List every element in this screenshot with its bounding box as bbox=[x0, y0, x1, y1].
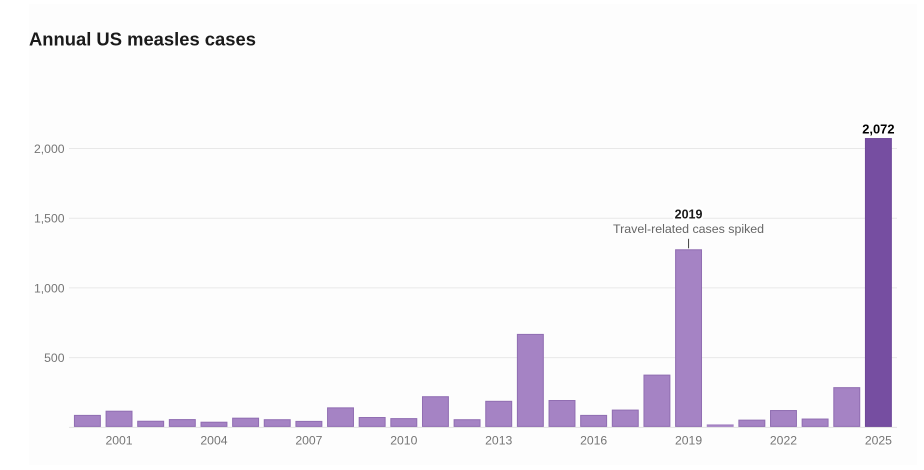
svg-text:2,000: 2,000 bbox=[34, 142, 65, 156]
svg-text:1,000: 1,000 bbox=[34, 281, 65, 295]
svg-text:2004: 2004 bbox=[200, 434, 227, 448]
svg-text:2,072: 2,072 bbox=[862, 121, 894, 136]
svg-text:2013: 2013 bbox=[485, 434, 512, 448]
svg-text:2007: 2007 bbox=[295, 434, 322, 448]
svg-text:2001: 2001 bbox=[105, 434, 132, 448]
svg-text:2025: 2025 bbox=[865, 434, 892, 448]
svg-text:1,500: 1,500 bbox=[34, 212, 65, 226]
svg-text:500: 500 bbox=[44, 351, 65, 365]
svg-text:2016: 2016 bbox=[580, 434, 607, 448]
svg-text:Annual US measles cases: Annual US measles cases bbox=[29, 28, 256, 49]
svg-text:Travel-related cases spiked: Travel-related cases spiked bbox=[613, 222, 764, 236]
svg-text:2019: 2019 bbox=[675, 207, 703, 221]
svg-text:2010: 2010 bbox=[390, 434, 417, 448]
svg-text:2022: 2022 bbox=[770, 434, 797, 448]
svg-text:2019: 2019 bbox=[675, 434, 702, 448]
